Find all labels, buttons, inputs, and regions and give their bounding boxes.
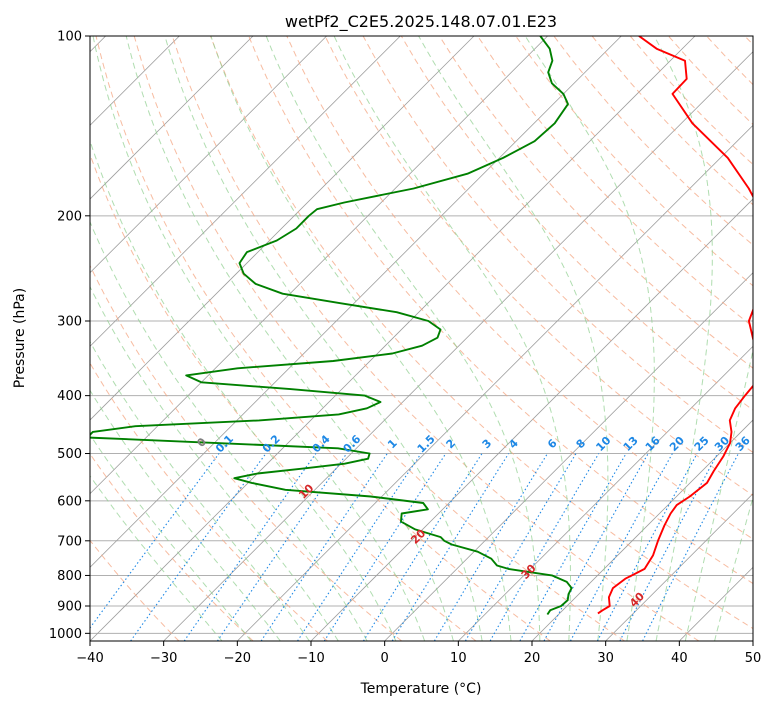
moist-adiabat: [125, 36, 454, 641]
mixing-ratio-line: [130, 453, 267, 641]
mixing-ratio-line: [260, 453, 388, 641]
moist-adiabat: [265, 36, 541, 641]
x-tick-label: −10: [297, 651, 324, 666]
y-tick-label: 900: [57, 599, 82, 614]
mixing-ratio-line: [216, 453, 348, 641]
dry-adiabat: [515, 36, 753, 287]
mixing-ratio-line: [297, 453, 422, 641]
x-tick-label: 50: [745, 651, 762, 666]
mixing-ratio-line: [90, 453, 220, 629]
isotherm-line: [531, 419, 753, 641]
moist-adiabat: [164, 36, 483, 641]
y-tick-label: 700: [57, 534, 82, 549]
isotherm-line: [90, 36, 622, 568]
isotherm-line: [458, 345, 753, 641]
y-tick-label: 100: [57, 30, 82, 45]
x-axis: −40 −30 −20 −10 0 10 20 30 40 50: [76, 641, 761, 666]
isotherm-line: [90, 36, 327, 274]
isotherm-line: [310, 198, 753, 641]
moist-adiabat: [210, 36, 512, 641]
moist-adiabats: [90, 36, 753, 641]
dry-adiabat: [362, 36, 753, 454]
moist-adiabat: [90, 285, 339, 641]
moist-adiabat: [90, 220, 368, 641]
isotherm-line: [90, 36, 475, 421]
dry-adiabat: [477, 36, 753, 328]
mixing-ratio-line: [323, 453, 447, 641]
moist-adiabat: [90, 433, 252, 641]
isotherm-line: [90, 36, 696, 641]
isotherm-line: [90, 36, 254, 200]
dry-adiabats: [90, 36, 753, 641]
moist-adiabat: [684, 347, 753, 641]
isotherm-line: [605, 493, 753, 641]
isotherm-line: [237, 124, 753, 641]
chart-title: wetPf2_C2E5.2025.148.07.01.E23: [285, 12, 557, 32]
moist-adiabat: [90, 475, 223, 641]
moist-adiabat: [653, 36, 713, 641]
x-tick-label: −20: [224, 651, 251, 666]
moist-adiabat: [418, 36, 609, 641]
y-tick-label: 600: [57, 494, 82, 509]
y-axis-title: Pressure (hPa): [12, 288, 28, 388]
temperature-line: [597, 36, 753, 615]
moist-adiabat: [90, 340, 310, 641]
x-tick-label: 40: [671, 651, 688, 666]
y-tick-label: 800: [57, 569, 82, 584]
dry-adiabat: [90, 452, 254, 641]
x-tick-label: 10: [450, 651, 467, 666]
dry-adiabat: [210, 36, 753, 630]
moist-adiabat: [90, 389, 281, 641]
x-axis-title: Temperature (°C): [360, 681, 482, 697]
mixing-ratio-line: [464, 453, 577, 641]
dry-adiabat: [248, 36, 753, 585]
dry-adiabat: [95, 36, 551, 641]
x-tick-label: −30: [150, 651, 177, 666]
dry-adiabat: [90, 152, 477, 641]
y-tick-label: 300: [57, 314, 82, 329]
mixing-ratio-line: [489, 453, 600, 641]
moist-adiabat: [714, 495, 753, 641]
y-tick-label: 500: [57, 447, 82, 462]
y-tick-label: 1000: [49, 627, 82, 642]
plot-frame: [89, 35, 754, 642]
mixing-ratio-line: [569, 453, 673, 641]
isotherm-lines: [90, 36, 753, 641]
isotherm-line: [90, 36, 401, 347]
isotherm-line: [90, 36, 548, 495]
y-axis: 100 200 300 400 500 600 700 800 900 1000: [49, 30, 90, 642]
mixing-ratio-line: [433, 453, 548, 641]
mixing-ratio-line: [183, 453, 317, 641]
moist-adiabat: [524, 36, 655, 641]
pressure-gridlines: [90, 36, 753, 634]
dewpoint-line: [90, 36, 573, 616]
mixing-ratio-line: [519, 453, 627, 641]
mixing-ratio-line: [596, 453, 698, 641]
y-tick-label: 400: [57, 389, 82, 404]
mixing-ratio-lines: [90, 453, 739, 641]
moist-adiabat: [92, 36, 426, 641]
y-tick-label: 200: [57, 209, 82, 224]
dry-adiabat: [133, 36, 625, 641]
dry-adiabat: [438, 36, 753, 369]
dry-adiabat: [400, 36, 753, 411]
profile-series: [90, 36, 753, 616]
x-tick-label: −40: [76, 651, 103, 666]
dry-adiabat: [324, 36, 753, 497]
moist-adiabat: [333, 36, 571, 641]
dry-adiabat: [286, 36, 753, 540]
plot-area: -100-90-80-70-60-50-40-30-20-10010203040…: [90, 36, 753, 641]
x-tick-label: 30: [597, 651, 614, 666]
dry-adiabat: [171, 36, 700, 641]
dry-adiabat: [90, 362, 328, 641]
dry-adiabat: [90, 264, 403, 641]
x-tick-label: 20: [524, 651, 541, 666]
x-tick-label: 0: [381, 651, 389, 666]
isotherm-line: [384, 272, 753, 641]
